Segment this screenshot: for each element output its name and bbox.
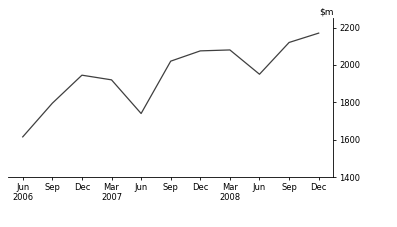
Text: $m: $m <box>319 7 333 17</box>
